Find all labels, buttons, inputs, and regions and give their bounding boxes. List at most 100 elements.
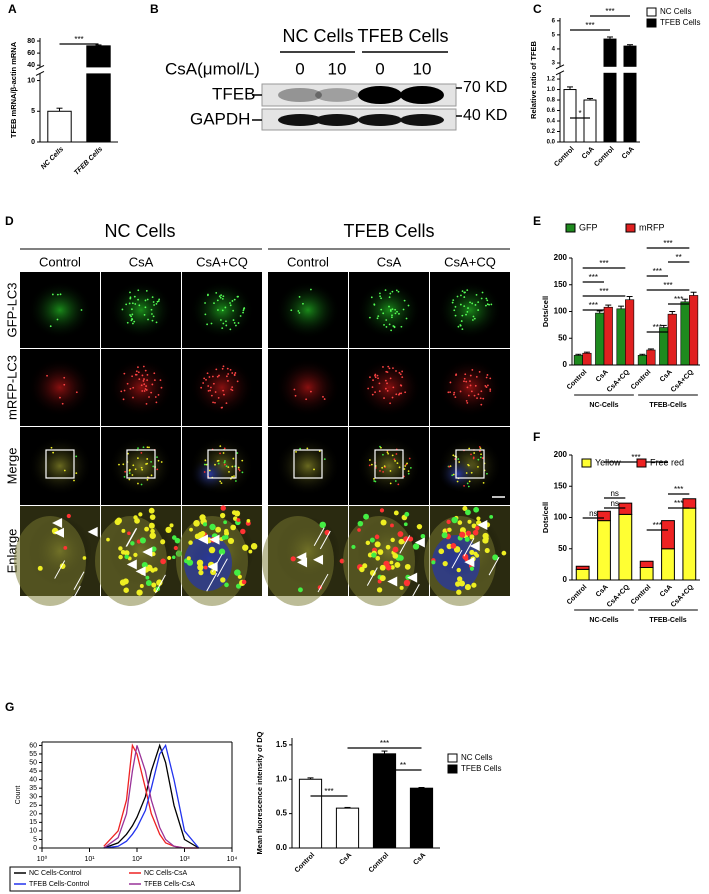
significance: *	[578, 109, 581, 118]
puncta	[398, 371, 401, 374]
puncta	[368, 459, 371, 461]
puncta	[389, 482, 392, 485]
puncta	[467, 463, 469, 466]
y-axis-label: TFEB mRNA/β-actin mRNA	[9, 41, 18, 138]
puncta	[293, 388, 296, 391]
puncta	[458, 461, 461, 463]
marker-label: 70 KD	[463, 79, 507, 96]
puncta	[386, 371, 389, 374]
puncta	[404, 563, 411, 570]
puncta	[390, 523, 394, 528]
puncta	[452, 473, 455, 476]
puncta	[152, 465, 155, 468]
puncta	[369, 537, 375, 543]
group-label: NC-Cells	[589, 402, 618, 409]
puncta	[115, 517, 122, 524]
puncta	[143, 313, 146, 316]
puncta	[149, 514, 156, 520]
arrow	[206, 572, 218, 592]
legend-label: Yellow	[595, 457, 621, 467]
y-tick-label: 150	[554, 481, 568, 490]
cell-glow	[357, 436, 421, 496]
puncta	[407, 304, 410, 307]
puncta	[210, 569, 217, 576]
puncta	[230, 524, 237, 531]
puncta	[401, 376, 404, 379]
puncta	[397, 531, 404, 537]
puncta	[290, 556, 296, 562]
puncta	[151, 546, 157, 552]
puncta	[144, 388, 147, 390]
puncta	[229, 368, 232, 371]
puncta	[379, 292, 381, 295]
puncta	[485, 304, 487, 307]
puncta	[242, 544, 249, 551]
puncta	[453, 546, 461, 553]
puncta	[75, 455, 78, 458]
puncta	[210, 386, 212, 389]
puncta	[391, 316, 393, 319]
puncta	[374, 376, 377, 379]
puncta	[225, 320, 227, 323]
significance: **	[400, 761, 406, 770]
puncta	[400, 384, 403, 387]
arrowhead	[313, 554, 324, 565]
puncta	[218, 548, 226, 555]
puncta	[233, 475, 235, 477]
puncta	[206, 323, 209, 326]
puncta	[473, 394, 476, 397]
arrow	[408, 584, 420, 603]
puncta	[207, 389, 210, 392]
legend-swatch	[625, 223, 636, 233]
arrow	[319, 530, 331, 550]
puncta	[207, 385, 210, 387]
puncta	[140, 466, 143, 469]
puncta	[225, 402, 228, 404]
puncta	[144, 299, 147, 302]
puncta	[153, 372, 156, 375]
puncta	[400, 325, 403, 328]
x-tick-label: NC Cells	[40, 146, 65, 171]
puncta	[297, 587, 303, 593]
puncta	[152, 315, 155, 318]
puncta	[462, 553, 469, 560]
puncta	[236, 380, 239, 383]
puncta	[134, 518, 140, 524]
puncta	[451, 301, 454, 304]
puncta	[472, 529, 479, 536]
puncta	[222, 295, 225, 298]
puncta	[204, 302, 206, 304]
puncta	[137, 298, 139, 301]
dose-label: 10	[413, 59, 432, 78]
arrowhead	[387, 576, 398, 587]
puncta	[130, 319, 133, 322]
puncta	[138, 304, 141, 307]
puncta	[137, 482, 139, 485]
puncta	[469, 549, 475, 555]
puncta	[59, 293, 62, 296]
blot-band	[278, 87, 322, 103]
puncta	[480, 453, 482, 456]
legend-label: TFEB Cells	[461, 764, 501, 773]
puncta	[222, 365, 225, 368]
puncta	[323, 398, 326, 400]
puncta	[133, 552, 138, 558]
puncta	[193, 520, 200, 527]
marker-label: 40 KD	[463, 107, 507, 124]
puncta	[118, 546, 123, 551]
puncta	[219, 512, 226, 519]
puncta	[416, 523, 423, 530]
puncta	[359, 566, 365, 573]
cell-glow	[357, 358, 421, 417]
puncta	[469, 534, 475, 540]
group-label: TFEB-Cells	[649, 402, 686, 409]
puncta	[388, 296, 391, 299]
x-tick-label: Control	[566, 369, 589, 392]
legend-swatch	[447, 753, 458, 763]
puncta	[489, 390, 492, 392]
enlarge-box	[455, 449, 485, 479]
puncta	[376, 374, 379, 377]
puncta	[154, 396, 157, 398]
puncta	[394, 308, 397, 311]
enlarge-box	[126, 449, 156, 479]
